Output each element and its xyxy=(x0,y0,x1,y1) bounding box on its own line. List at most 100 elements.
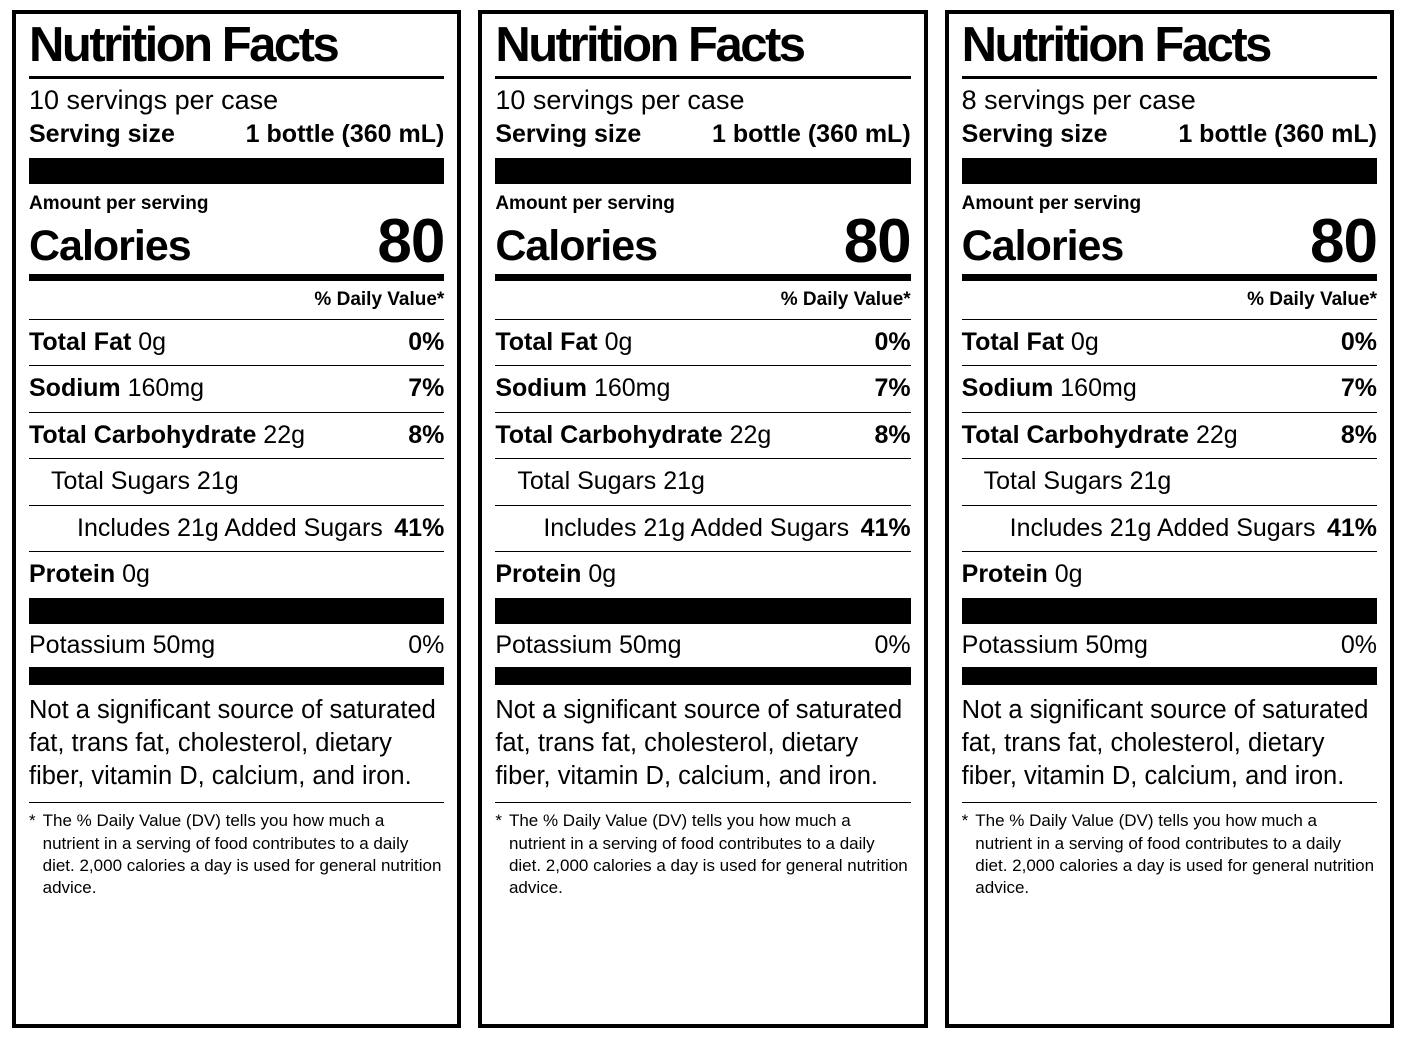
added-sugars-text: Includes 21g Added Sugars xyxy=(1009,513,1316,542)
potassium-text: Potassium 50mg xyxy=(495,630,682,659)
serving-size-value: 1 bottle (360 mL) xyxy=(1178,119,1377,148)
not-significant-note: Not a significant source of saturated fa… xyxy=(495,685,911,804)
calories-row: Calories 80 xyxy=(961,206,1378,281)
calories-row: Calories 80 xyxy=(29,206,445,281)
total-carbohydrate-text: Total Carbohydrate 22g xyxy=(961,420,1238,449)
sodium-row: Sodium 160mg 7% xyxy=(29,366,445,413)
serving-size-label: Serving size xyxy=(29,119,175,148)
protein-text: Protein 0g xyxy=(29,560,150,589)
added-sugars-row: Includes 21g Added Sugars 41% xyxy=(29,506,445,553)
not-significant-note: Not a significant source of saturated fa… xyxy=(961,685,1377,804)
divider-bar-top xyxy=(29,157,445,184)
servings-per-case: 10 servings per case xyxy=(29,84,279,115)
divider-bar-bottom xyxy=(961,667,1377,686)
calories-value: 80 xyxy=(843,206,912,276)
total-fat-text: Total Fat 0g xyxy=(495,327,633,356)
footnote-marker: * xyxy=(495,811,502,831)
divider-bar-mid xyxy=(495,597,911,624)
protein-row: Protein 0g xyxy=(29,552,444,598)
serving-size-value: 1 bottle (360 mL) xyxy=(712,119,911,148)
sodium-dv: 7% xyxy=(1340,374,1377,403)
amount-per-serving-label: Amount per serving xyxy=(495,192,675,214)
footnote-marker: * xyxy=(961,811,969,831)
total-fat-row: Total Fat 0g 0% xyxy=(961,320,1377,367)
added-sugars-dv: 41% xyxy=(1326,513,1377,542)
potassium-row: Potassium 50mg 0% xyxy=(962,624,1377,668)
total-fat-dv: 0% xyxy=(1340,327,1377,356)
sodium-text: Sodium 160mg xyxy=(961,374,1137,403)
footnote-marker: * xyxy=(29,811,36,831)
sodium-dv: 7% xyxy=(408,374,445,403)
not-significant-note: Not a significant source of saturated fa… xyxy=(29,685,445,804)
potassium-dv: 0% xyxy=(1340,630,1377,659)
sodium-row: Sodium 160mg 7% xyxy=(961,366,1377,413)
servings-per-case: 10 servings per case xyxy=(495,84,745,115)
label-title: Nutrition Facts xyxy=(29,18,445,79)
potassium-text: Potassium 50mg xyxy=(961,630,1148,659)
sodium-text: Sodium 160mg xyxy=(29,374,205,403)
total-sugars-row: Total Sugars 21g xyxy=(961,459,1377,506)
potassium-row: Potassium 50mg 0% xyxy=(495,624,910,668)
total-carbohydrate-row: Total Carbohydrate 22g 8% xyxy=(29,413,445,460)
potassium-dv: 0% xyxy=(408,630,445,659)
total-fat-row: Total Fat 0g 0% xyxy=(495,320,911,367)
divider-bar-mid xyxy=(29,597,445,624)
protein-row: Protein 0g xyxy=(495,552,910,598)
total-sugars-text: Total Sugars 21g xyxy=(983,467,1172,496)
servings-per-case: 8 servings per case xyxy=(961,84,1196,115)
divider-bar-top xyxy=(961,157,1377,184)
total-carbohydrate-text: Total Carbohydrate 22g xyxy=(29,420,306,449)
serving-size-row: Serving size 1 bottle (360 mL) xyxy=(495,116,910,158)
daily-value-header: % Daily Value* xyxy=(961,281,1377,320)
label-title: Nutrition Facts xyxy=(495,18,911,79)
daily-value-footnote: * The % Daily Value (DV) tells you how m… xyxy=(29,803,444,900)
total-sugars-text: Total Sugars 21g xyxy=(517,467,705,496)
divider-bar-bottom xyxy=(29,667,445,686)
calories-label: Calories xyxy=(961,221,1125,270)
total-fat-text: Total Fat 0g xyxy=(29,327,167,356)
added-sugars-dv: 41% xyxy=(860,513,911,542)
total-carbohydrate-row: Total Carbohydrate 22g 8% xyxy=(495,413,911,460)
total-fat-dv: 0% xyxy=(874,327,911,356)
total-sugars-row: Total Sugars 21g xyxy=(29,459,445,506)
divider-bar-top xyxy=(495,157,911,184)
serving-size-row: Serving size 1 bottle (360 mL) xyxy=(962,116,1377,158)
footnote-text: The % Daily Value (DV) tells you how muc… xyxy=(508,811,908,898)
divider-bar-bottom xyxy=(495,667,911,686)
total-fat-dv: 0% xyxy=(408,327,445,356)
added-sugars-dv: 41% xyxy=(394,513,445,542)
amount-per-serving-label: Amount per serving xyxy=(961,192,1142,214)
total-sugars-text: Total Sugars 21g xyxy=(51,467,239,496)
divider-bar-mid xyxy=(961,597,1377,624)
sodium-text: Sodium 160mg xyxy=(495,374,671,403)
sodium-dv: 7% xyxy=(874,374,911,403)
total-carbohydrate-dv: 8% xyxy=(874,420,911,449)
potassium-text: Potassium 50mg xyxy=(29,630,216,659)
daily-value-header: % Daily Value* xyxy=(495,281,911,320)
nutrition-label-2: Nutrition Facts 10 servings per case Ser… xyxy=(478,10,928,1028)
serving-size-label: Serving size xyxy=(495,119,642,148)
total-sugars-row: Total Sugars 21g xyxy=(495,459,911,506)
daily-value-footnote: * The % Daily Value (DV) tells you how m… xyxy=(495,803,910,900)
calories-row: Calories 80 xyxy=(495,206,912,281)
total-carbohydrate-row: Total Carbohydrate 22g 8% xyxy=(961,413,1377,460)
total-fat-text: Total Fat 0g xyxy=(961,327,1099,356)
potassium-dv: 0% xyxy=(874,630,911,659)
potassium-row: Potassium 50mg 0% xyxy=(29,624,444,668)
footnote-text: The % Daily Value (DV) tells you how muc… xyxy=(975,811,1375,898)
added-sugars-text: Includes 21g Added Sugars xyxy=(543,513,850,542)
added-sugars-row: Includes 21g Added Sugars 41% xyxy=(961,506,1377,553)
total-carbohydrate-dv: 8% xyxy=(408,420,445,449)
nutrition-label-3: Nutrition Facts 8 servings per case Serv… xyxy=(944,10,1394,1028)
total-fat-row: Total Fat 0g 0% xyxy=(29,320,445,367)
daily-value-footnote: * The % Daily Value (DV) tells you how m… xyxy=(962,803,1377,900)
label-title: Nutrition Facts xyxy=(961,18,1377,79)
calories-value: 80 xyxy=(1310,206,1378,276)
protein-row: Protein 0g xyxy=(962,552,1377,598)
footnote-text: The % Daily Value (DV) tells you how muc… xyxy=(42,811,442,898)
nutrition-label-1: Nutrition Facts 10 servings per case Ser… xyxy=(12,10,462,1028)
calories-label: Calories xyxy=(495,221,658,270)
total-carbohydrate-dv: 8% xyxy=(1340,420,1377,449)
calories-value: 80 xyxy=(377,206,445,276)
